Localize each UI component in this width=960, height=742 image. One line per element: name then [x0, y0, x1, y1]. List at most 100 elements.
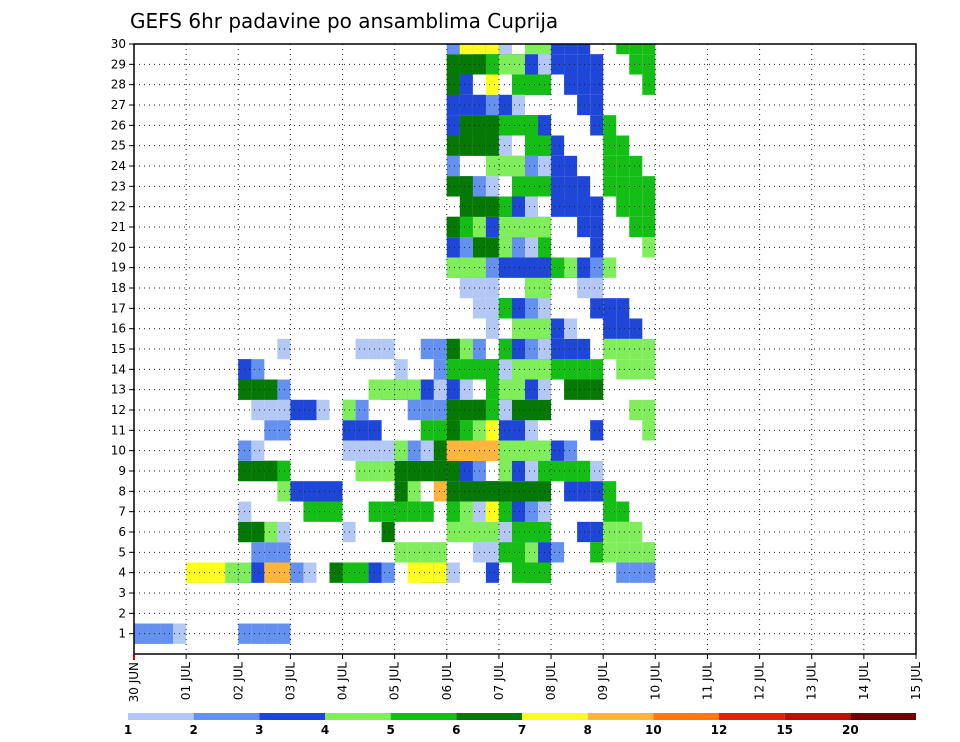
heatmap-cell	[433, 359, 447, 380]
heatmap-cell	[629, 196, 643, 217]
x-tick-label: 02 JUL	[231, 662, 245, 700]
heatmap-cell	[381, 501, 395, 522]
heatmap-cell	[551, 318, 565, 339]
heatmap-cell	[577, 481, 591, 502]
heatmap-cell	[551, 155, 565, 177]
heatmap-cell	[355, 460, 369, 482]
y-tick-label: 9	[118, 464, 126, 478]
legend-label: 10	[645, 723, 662, 737]
heatmap-cell	[564, 379, 578, 400]
heatmap-cell	[577, 216, 591, 238]
heatmap-cell	[446, 481, 460, 502]
heatmap-cell	[498, 481, 512, 502]
y-tick-label: 28	[111, 78, 126, 92]
x-tick-label: 04 JUL	[336, 662, 350, 700]
legend-label: 2	[189, 723, 197, 737]
heatmap-cell	[525, 115, 539, 136]
heatmap-cell	[459, 440, 473, 461]
y-tick-label: 15	[111, 342, 126, 356]
heatmap-cell	[642, 542, 656, 563]
heatmap-cell	[433, 481, 447, 502]
heatmap-cell	[525, 562, 539, 583]
heatmap-cell	[264, 379, 278, 400]
heatmap-cell	[525, 74, 539, 95]
heatmap-cell	[629, 521, 643, 543]
heatmap-cell	[511, 237, 525, 258]
heatmap-cell	[446, 115, 460, 136]
heatmap-cell	[551, 176, 565, 197]
heatmap-cell	[420, 420, 434, 441]
heatmap-cell	[498, 460, 512, 482]
heatmap-cell	[433, 542, 447, 563]
heatmap-cell	[564, 74, 578, 95]
heatmap-cell	[590, 216, 604, 238]
heatmap-cell	[629, 155, 643, 177]
legend-swatch	[259, 713, 325, 720]
heatmap-cell	[368, 460, 382, 482]
heatmap-cell	[642, 338, 656, 360]
heatmap-cell	[485, 257, 499, 278]
heatmap-cell	[329, 562, 343, 583]
legend-swatch	[456, 713, 522, 720]
heatmap-cell	[551, 135, 565, 156]
heatmap-cell	[485, 298, 499, 319]
heatmap-cell	[498, 44, 512, 55]
heatmap-cell	[459, 460, 473, 482]
heatmap-cell	[446, 338, 460, 360]
legend-label: 8	[583, 723, 591, 737]
heatmap-cells	[134, 44, 656, 644]
heatmap-cell	[577, 74, 591, 95]
heatmap-cell	[511, 562, 525, 583]
heatmap-cell	[459, 501, 473, 522]
heatmap-cell	[629, 338, 643, 360]
heatmap-cell	[446, 501, 460, 522]
heatmap-cell	[498, 501, 512, 522]
legend-label: 20	[842, 723, 859, 737]
y-tick-label: 23	[111, 179, 126, 193]
heatmap-cell	[564, 460, 578, 482]
heatmap-cell	[616, 196, 630, 217]
heatmap-cell	[525, 521, 539, 543]
heatmap-cell	[277, 338, 291, 360]
heatmap-cell	[642, 54, 656, 75]
legend-label: 4	[321, 723, 329, 737]
heatmap-cell	[264, 562, 278, 583]
heatmap-cell	[525, 379, 539, 400]
heatmap-cell	[616, 338, 630, 360]
heatmap-cell	[629, 176, 643, 197]
heatmap-cell	[498, 399, 512, 421]
y-tick-label: 1	[118, 627, 126, 641]
y-tick-label: 18	[111, 281, 126, 295]
x-tick-label: 01 JUL	[179, 662, 193, 700]
heatmap-cell	[511, 379, 525, 400]
y-tick-label: 21	[111, 220, 126, 234]
heatmap-cell	[564, 155, 578, 177]
heatmap-cell	[525, 44, 539, 55]
heatmap-cell	[642, 74, 656, 95]
heatmap-cell	[629, 216, 643, 238]
heatmap-cell	[511, 257, 525, 278]
heatmap-cell	[525, 338, 539, 360]
heatmap-cell	[525, 359, 539, 380]
heatmap-cell	[551, 44, 565, 55]
heatmap-cell	[368, 501, 382, 522]
heatmap-cell	[642, 176, 656, 197]
heatmap-cell	[590, 521, 604, 543]
heatmap-cell	[446, 257, 460, 278]
heatmap-cell	[590, 359, 604, 380]
heatmap-cell	[485, 562, 499, 583]
heatmap-cell	[564, 176, 578, 197]
heatmap-cell	[498, 440, 512, 461]
x-tick-label: 06 JUL	[440, 662, 454, 700]
heatmap-cell	[525, 155, 539, 177]
heatmap-cell	[525, 542, 539, 563]
heatmap-cell	[160, 623, 174, 644]
heatmap-cell	[498, 298, 512, 319]
heatmap-cell	[485, 420, 499, 441]
heatmap-cell	[498, 542, 512, 563]
heatmap-cell	[525, 176, 539, 197]
heatmap-cell	[577, 257, 591, 278]
heatmap-cell	[551, 440, 565, 461]
heatmap-cell	[459, 420, 473, 441]
